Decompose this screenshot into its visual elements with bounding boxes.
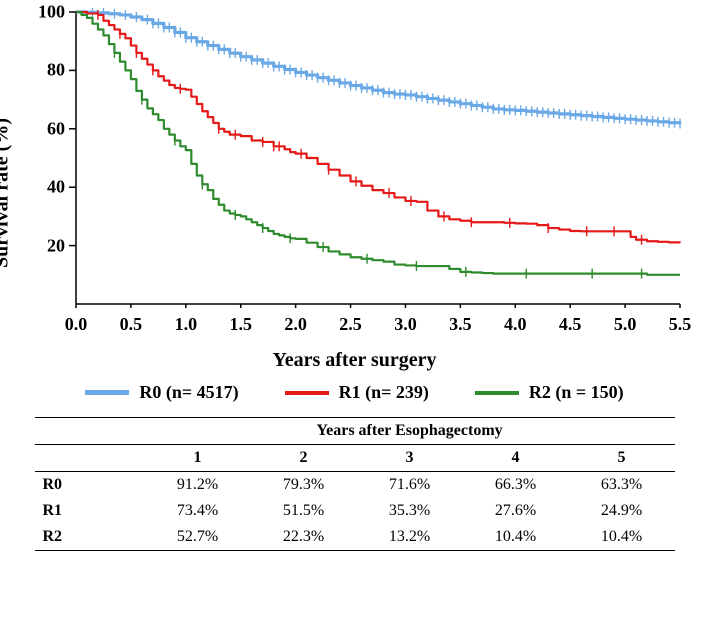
table-row-header: R0 [35, 472, 145, 499]
table-row: R091.2%79.3%71.6%66.3%63.3% [35, 472, 675, 499]
table-cell: 22.3% [251, 524, 357, 551]
table-cell: 35.3% [357, 498, 463, 524]
y-tick: 20 [47, 235, 65, 256]
table-cell: 79.3% [251, 472, 357, 499]
plot-area [68, 8, 688, 308]
x-tick: 1.0 [175, 314, 198, 335]
table-cell: 27.6% [463, 498, 569, 524]
x-tick: 2.5 [339, 314, 362, 335]
legend-item: R2 (n = 150) [475, 382, 624, 403]
legend-label: R2 (n = 150) [529, 382, 624, 403]
table-row-header: R1 [35, 498, 145, 524]
table-col-header: 1 [145, 445, 251, 472]
x-tick: 4.0 [504, 314, 527, 335]
legend: R0 (n= 4517) R1 (n= 239) R2 (n = 150) [8, 382, 701, 403]
table-header-title-row: Years after Esophagectomy [35, 418, 675, 445]
table-col-header: 2 [251, 445, 357, 472]
y-tick: 100 [38, 2, 65, 23]
y-tick: 80 [47, 60, 65, 81]
table-title: Years after Esophagectomy [145, 418, 675, 445]
x-tick: 0.5 [120, 314, 143, 335]
y-tick: 40 [47, 177, 65, 198]
x-tick: 0.0 [65, 314, 88, 335]
table-cell: 51.5% [251, 498, 357, 524]
y-axis-label: Survival rate (%) [0, 118, 14, 268]
legend-swatch [85, 390, 129, 395]
x-axis-label: Years after surgery [272, 349, 436, 372]
table-col-header: 5 [569, 445, 675, 472]
x-tick: 5.5 [669, 314, 692, 335]
legend-item: R0 (n= 4517) [85, 382, 238, 403]
table-row: R252.7%22.3%13.2%10.4%10.4% [35, 524, 675, 551]
table-cell: 10.4% [569, 524, 675, 551]
table-cell: 91.2% [145, 472, 251, 499]
legend-swatch [285, 391, 329, 395]
legend-item: R1 (n= 239) [285, 382, 429, 403]
table-row-header: R2 [35, 524, 145, 551]
table-col-header: 3 [357, 445, 463, 472]
table-header-cols: 12345 [35, 445, 675, 472]
legend-label: R1 (n= 239) [339, 382, 429, 403]
plot-svg [68, 8, 688, 308]
table-cell: 10.4% [463, 524, 569, 551]
table-cell: 52.7% [145, 524, 251, 551]
x-tick: 5.0 [614, 314, 637, 335]
x-tick: 2.0 [284, 314, 307, 335]
y-tick: 60 [47, 118, 65, 139]
table-col-header: 4 [463, 445, 569, 472]
table-row: R173.4%51.5%35.3%27.6%24.9% [35, 498, 675, 524]
table-cell: 71.6% [357, 472, 463, 499]
table-cell: 13.2% [357, 524, 463, 551]
table-cell: 73.4% [145, 498, 251, 524]
table-cell: 63.3% [569, 472, 675, 499]
x-tick: 4.5 [559, 314, 582, 335]
x-tick: 3.0 [394, 314, 417, 335]
x-tick: 1.5 [229, 314, 252, 335]
table-cell: 66.3% [463, 472, 569, 499]
page: Survival rate (%) Years after surgery 0.… [8, 8, 701, 551]
x-tick: 3.5 [449, 314, 472, 335]
survival-chart: Survival rate (%) Years after surgery 0.… [8, 8, 701, 378]
table-cell: 24.9% [569, 498, 675, 524]
survival-table: Years after Esophagectomy 12345 R091.2%7… [35, 417, 675, 551]
legend-swatch [475, 391, 519, 395]
legend-label: R0 (n= 4517) [139, 382, 238, 403]
